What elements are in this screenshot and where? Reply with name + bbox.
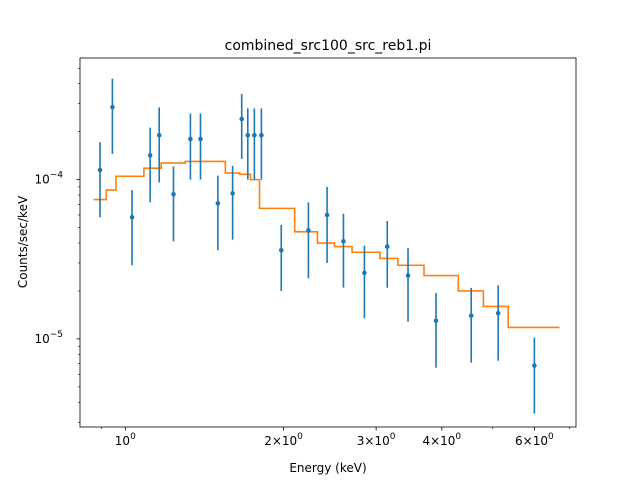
data-point (171, 166, 176, 242)
model-step-line (93, 160, 560, 329)
data-marker (97, 167, 103, 173)
x-tick-label: 100 (115, 432, 136, 448)
data-marker (156, 132, 162, 138)
data-marker (245, 132, 251, 138)
data-point (278, 224, 284, 291)
data-point (110, 78, 115, 154)
data-point (198, 113, 203, 180)
data-point (129, 190, 135, 266)
data-point (306, 202, 311, 279)
data-marker (188, 136, 193, 142)
data-marker (230, 191, 235, 196)
chart-title: combined_src100_src_reb1.pi (225, 38, 432, 54)
data-marker (433, 318, 439, 324)
data-marker (362, 270, 367, 276)
data-point (245, 108, 251, 180)
data-point (362, 245, 367, 319)
data-point (252, 108, 257, 180)
data-point (468, 287, 474, 363)
data-marker (324, 212, 330, 218)
data-point (532, 337, 537, 414)
plot-area (79, 57, 577, 428)
data-point (324, 186, 330, 263)
data-marker (215, 201, 221, 206)
data-marker (495, 310, 501, 316)
y-axis-label: Counts/sec/keV (16, 195, 30, 288)
data-marker (171, 191, 176, 197)
data-point (433, 293, 439, 368)
data-marker (129, 215, 135, 220)
y-tick-label: 10−4 (34, 171, 63, 187)
x-tick-label: 6×100 (515, 432, 554, 448)
data-point (405, 248, 411, 322)
data-point (259, 108, 264, 180)
data-marker (468, 313, 474, 318)
data-marker (341, 239, 346, 244)
axes-border (79, 57, 577, 428)
data-point (97, 142, 103, 218)
data-marker (110, 104, 115, 110)
model-step-path (93, 160, 560, 329)
data-marker (278, 248, 284, 253)
data-point (384, 220, 390, 288)
data-marker (405, 273, 411, 278)
y-tick-label: 10−5 (34, 330, 63, 346)
data-marker (252, 132, 257, 138)
x-axis-label: Energy (keV) (289, 461, 366, 475)
data-point (239, 93, 245, 159)
data-point (147, 127, 153, 203)
data-point (156, 107, 162, 183)
x-tick-label: 2×100 (264, 432, 303, 448)
data-point (495, 285, 501, 361)
x-tick-label: 4×100 (422, 432, 461, 448)
data-marker (259, 132, 264, 138)
data-marker (306, 228, 311, 233)
data-point (341, 213, 346, 288)
x-tick-label: 3×100 (357, 432, 396, 448)
data-points (97, 78, 537, 414)
data-marker (147, 153, 153, 158)
data-marker (532, 363, 537, 368)
data-point (188, 113, 193, 180)
data-point (230, 165, 235, 240)
x-axis: 100 2×100 3×100 4×100 6×100 (100, 427, 570, 448)
y-axis: 10−5 10−4 (34, 67, 80, 423)
data-marker (198, 136, 203, 142)
data-point (215, 175, 221, 251)
data-marker (384, 244, 390, 249)
data-marker (239, 116, 245, 122)
